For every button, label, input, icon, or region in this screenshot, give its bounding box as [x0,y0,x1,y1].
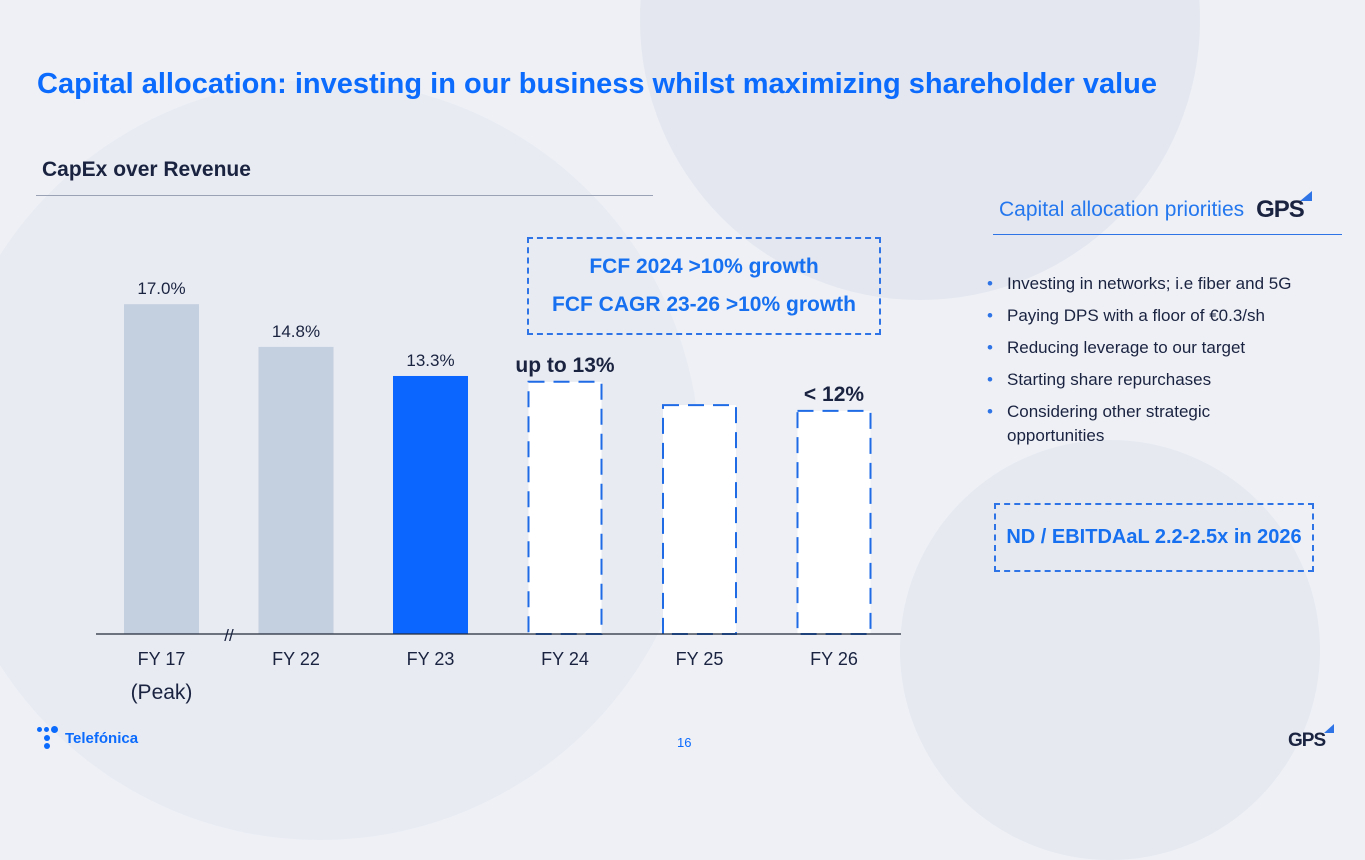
gps-footer-logo: GPS [1288,724,1335,752]
bar-value-label: up to 13% [515,354,615,377]
x-tick-label: FY 26 [810,649,858,669]
x-tick-label: FY 17 [138,649,186,669]
bar-value-label: 13.3% [406,351,454,370]
slide-title: Capital allocation: investing in our bus… [37,68,1157,100]
bullet-icon: • [987,402,993,421]
target-bar [662,404,737,635]
priority-item-text: Paying DPS with a floor of €0.3/sh [1007,306,1265,325]
gps-logo-text: GPS [1256,196,1305,223]
priority-item-text: Investing in networks; i.e fiber and 5G [1007,274,1292,293]
x-tick-label: FY 22 [272,649,320,669]
bar-value-label: < 12% [804,383,864,406]
priority-item-text: Reducing leverage to our target [1007,338,1246,357]
priority-item: • Paying DPS with a floor of €0.3/sh [987,304,1347,328]
bullet-icon: • [987,274,993,293]
current-bar [393,375,468,634]
priorities-header: Capital allocation priorities GPS [999,191,1342,224]
target-bar [527,380,603,635]
x-tick-label: FY 23 [407,649,455,669]
priority-item: • Starting share repurchases [987,368,1347,392]
chart-section-title: CapEx over Revenue [42,158,251,181]
gps-footer-text: GPS [1288,730,1326,751]
priorities-list: • Investing in networks; i.e fiber and 5G… [987,272,1347,456]
section-divider [36,195,653,196]
bullet-icon: • [987,306,993,325]
actual-bar [124,304,199,634]
priority-item: • Considering other strategic opportuniti… [987,400,1257,448]
priority-item-text: Starting share repurchases [1007,370,1212,389]
capex-bar-chart: 17.0% FY 17 (Peak) 14.8% FY 22 13.3% FY 23 up t… [96,279,901,704]
gps-footer-triangle-icon [1324,724,1335,733]
priorities-title: Capital allocation priorities [999,198,1245,221]
telefonica-logo: Telefónica [37,726,138,750]
bar-value-label: 14.8% [272,322,320,341]
bullet-icon: • [987,370,993,389]
fcf-cagr-line: FCF CAGR 23-26 >10% growth [552,293,856,316]
priorities-divider [993,234,1342,235]
target-bar [796,409,872,635]
priority-item-text: Considering other strategic opportunitie… [1007,402,1211,445]
gps-logo: GPS [1256,191,1312,224]
actual-bar [258,346,334,634]
axis-break-marker: // [224,626,234,645]
gps-logo-triangle-icon [1299,191,1312,201]
brand-name: Telefónica [65,729,139,747]
fcf-growth-callout: FCF 2024 >10% growth FCF CAGR 23-26 >10%… [527,237,881,335]
leverage-target-callout: ND / EBITDAaL 2.2-2.5x in 2026 [994,503,1314,572]
fcf-2024-line: FCF 2024 >10% growth [589,255,819,278]
priority-item: • Reducing leverage to our target [987,336,1347,360]
x-tick-sublabel: (Peak) [131,681,193,704]
x-tick-label: FY 25 [676,649,724,669]
x-tick-label: FY 24 [541,649,589,669]
bullet-icon: • [987,338,993,357]
page-number: 16 [677,735,692,750]
telefonica-dots-icon [37,726,61,750]
priority-item: • Investing in networks; i.e fiber and 5G [987,272,1347,296]
bar-value-label: 17.0% [137,279,185,298]
